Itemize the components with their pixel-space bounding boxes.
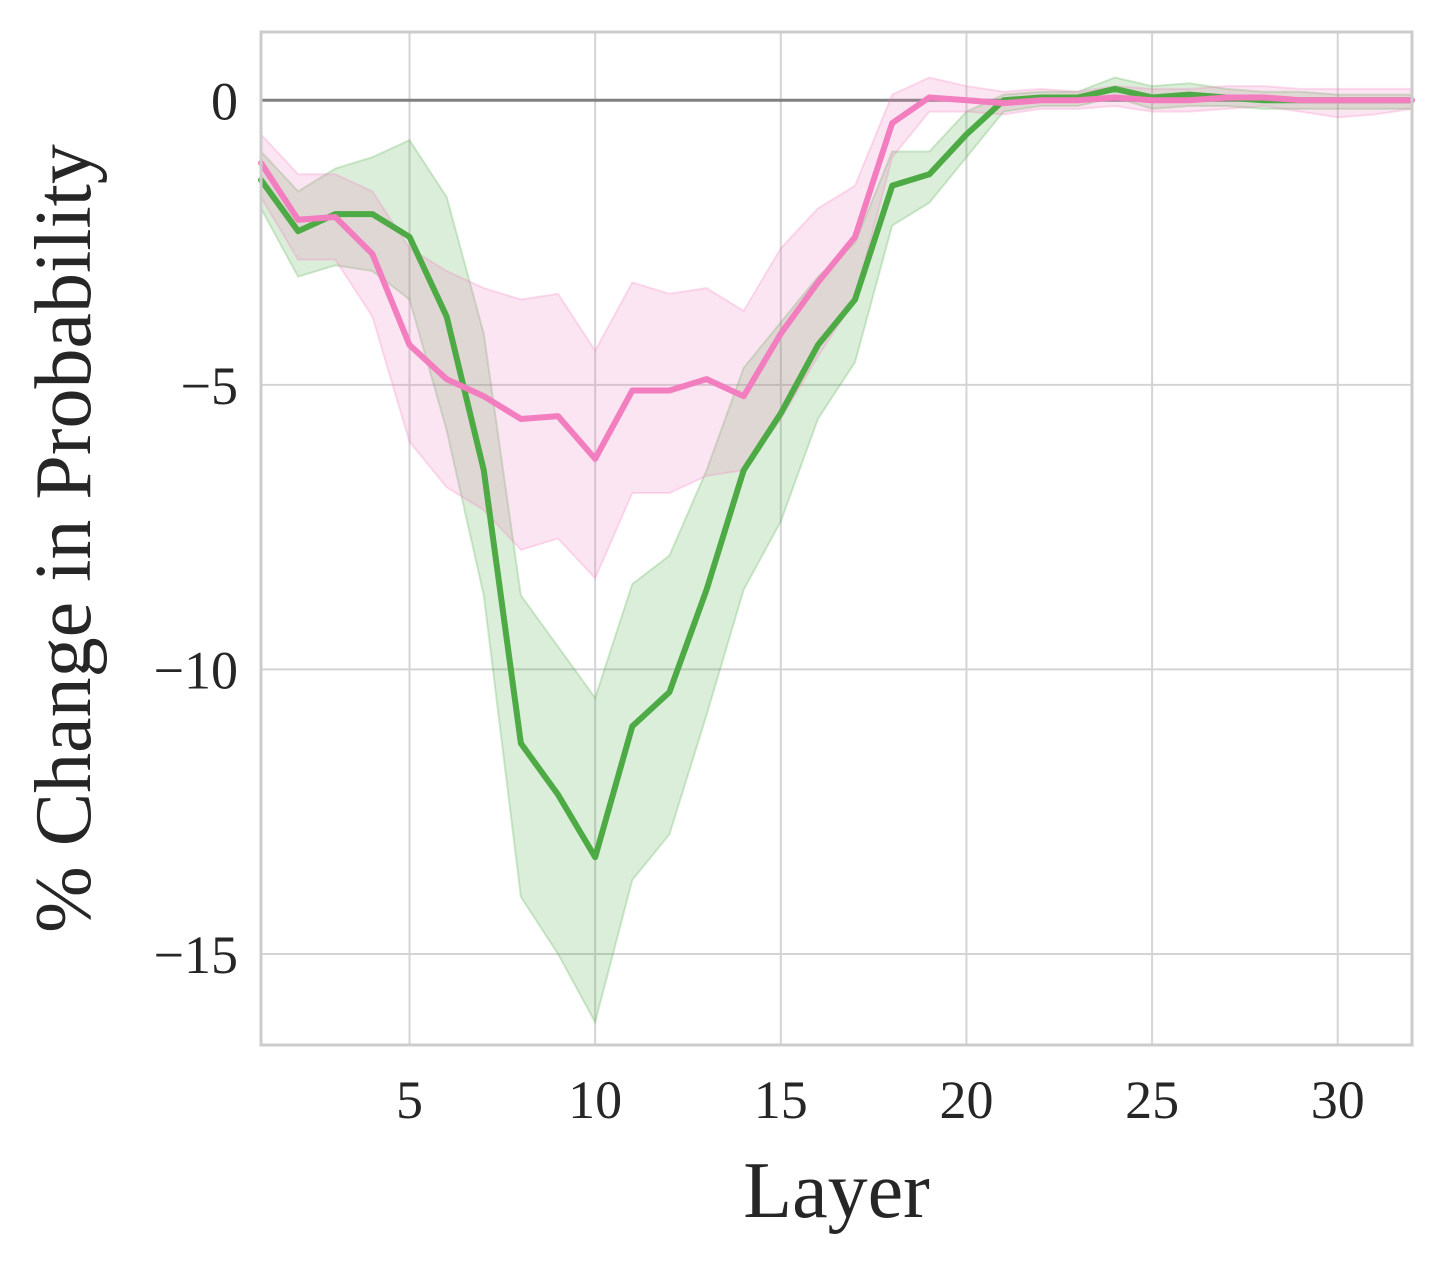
- x-tick-label: 20: [939, 1070, 993, 1130]
- x-tick-label: 5: [396, 1070, 423, 1130]
- x-tick-label: 15: [754, 1070, 808, 1130]
- x-tick-label: 10: [568, 1070, 622, 1130]
- plot-frame: [259, 30, 1414, 1047]
- x-tick-label: 25: [1125, 1070, 1179, 1130]
- y-tick-label: 0: [211, 71, 238, 131]
- confidence-bands: [260, 76, 1413, 1025]
- x-tick-label: 30: [1311, 1070, 1365, 1130]
- series-2-line: [258, 94, 1415, 462]
- y-tick-label: −15: [154, 925, 238, 985]
- y-axis-label: % Change in Probability: [20, 144, 108, 933]
- y-tick-label: −10: [154, 640, 238, 700]
- tick-labels: 5 10 15 20 25 30 0 −5 −10 −15: [154, 71, 1365, 1130]
- series-lines: [258, 85, 1415, 861]
- x-axis-label: Layer: [743, 1147, 930, 1235]
- series-2-band: [260, 76, 1413, 581]
- y-tick-label: −5: [181, 356, 238, 416]
